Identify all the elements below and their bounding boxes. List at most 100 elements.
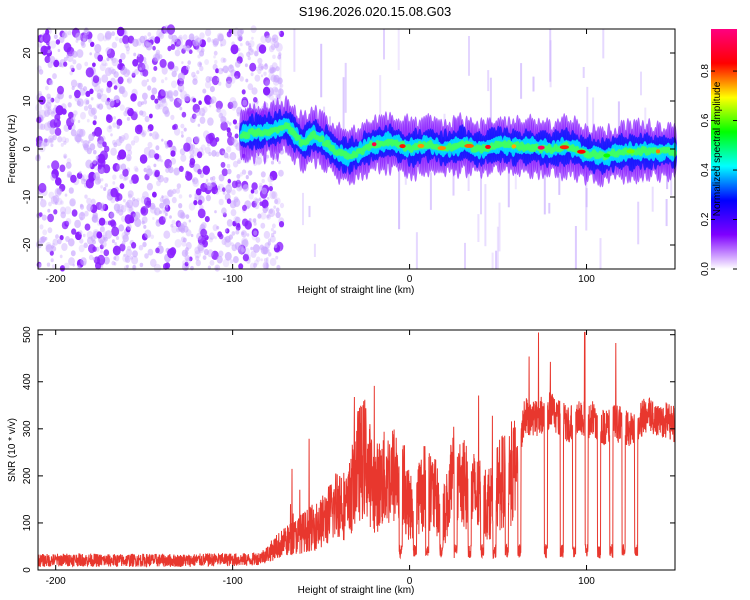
noise-blob: [108, 98, 115, 107]
noise-blob: [96, 105, 100, 109]
noise-blob: [43, 141, 48, 147]
noise-blob: [125, 226, 131, 233]
noise-blob: [77, 119, 81, 124]
noise-blob: [61, 221, 69, 230]
ridge-hotspot: [417, 143, 425, 148]
noise-blob: [149, 202, 156, 210]
noise-blob: [275, 255, 279, 260]
noise-blob: [145, 200, 152, 208]
noise-blob: [118, 209, 124, 216]
noise-blob: [203, 248, 209, 256]
noise-blob: [74, 219, 81, 229]
noise-blob: [76, 49, 84, 58]
noise-blob: [231, 231, 236, 236]
noise-blob: [148, 149, 156, 159]
spectral-streak: [651, 186, 654, 212]
noise-blob: [168, 166, 172, 171]
noise-blob: [124, 255, 131, 263]
noise-blob: [204, 94, 211, 104]
spectral-streak: [489, 77, 492, 140]
noise-blob: [83, 38, 87, 43]
noise-blob: [238, 186, 242, 191]
noise-blob: [116, 163, 122, 172]
noise-blob: [117, 63, 123, 70]
noise-blob: [172, 188, 177, 194]
noise-blob: [191, 71, 196, 78]
noise-blob: [163, 177, 169, 184]
spectral-streak: [637, 201, 640, 245]
spectral-streak: [585, 171, 588, 231]
noise-blob: [94, 84, 101, 92]
spectral-streak: [549, 29, 552, 82]
noise-blob: [234, 216, 241, 224]
noise-blob: [125, 143, 132, 152]
noise-blob: [153, 263, 161, 273]
noise-blob: [69, 70, 73, 76]
spectral-streak: [477, 214, 480, 242]
noise-blob: [241, 218, 249, 227]
noise-blob: [143, 224, 147, 229]
noise-blob: [195, 259, 201, 267]
noise-blob: [273, 205, 277, 209]
spectrogram-y-label: Frequency (Hz): [7, 115, 18, 184]
noise-blob: [155, 247, 160, 254]
noise-blob: [53, 59, 60, 68]
noise-blob: [119, 183, 125, 190]
noise-blob: [270, 160, 275, 165]
noise-blob: [37, 140, 44, 147]
y-tick-label: 10: [22, 95, 33, 107]
noise-blob: [68, 257, 75, 266]
noise-blob: [170, 114, 175, 121]
noise-blob: [260, 212, 267, 220]
noise-blob: [96, 103, 100, 109]
noise-blob: [150, 94, 156, 101]
noise-blob: [139, 262, 144, 268]
noise-blob: [51, 245, 54, 249]
noise-blob: [128, 206, 133, 212]
noise-blob: [245, 40, 250, 46]
noise-blob: [99, 226, 105, 233]
noise-blob: [147, 248, 154, 256]
noise-blob: [104, 145, 110, 153]
noise-blob: [87, 236, 94, 245]
noise-blob: [90, 97, 94, 101]
noise-blob: [118, 136, 122, 140]
noise-blob: [38, 123, 44, 130]
noise-blob: [154, 207, 161, 216]
noise-blob: [97, 140, 104, 149]
noise-blob: [152, 45, 156, 51]
noise-blob: [218, 81, 222, 86]
noise-blob: [63, 262, 70, 270]
noise-blob: [188, 219, 191, 223]
noise-blob: [119, 174, 124, 180]
noise-blob: [158, 241, 162, 246]
noise-blob: [164, 77, 168, 81]
x-tick-label: 100: [578, 274, 595, 285]
noise-blob: [263, 77, 270, 86]
noise-blob: [196, 151, 203, 159]
noise-blob: [152, 53, 160, 62]
noise-blob: [275, 66, 280, 72]
noise-blob: [103, 187, 107, 191]
noise-blob: [247, 56, 251, 61]
noise-blob: [86, 118, 90, 123]
noise-blob: [202, 255, 207, 260]
noise-blob: [70, 129, 77, 137]
noise-blob: [271, 67, 276, 73]
noise-blob: [60, 206, 66, 215]
noise-blob: [274, 197, 281, 205]
spectral-streak: [464, 242, 466, 269]
noise-blob: [231, 244, 238, 252]
noise-blob: [275, 211, 281, 219]
noise-blob: [40, 199, 47, 208]
noise-blob: [179, 211, 186, 220]
noise-blob: [196, 70, 200, 75]
noise-blob: [191, 144, 196, 150]
noise-blob: [88, 254, 94, 261]
noise-blob: [144, 229, 152, 239]
noise-blob: [226, 146, 232, 153]
noise-blob: [269, 257, 277, 267]
noise-blob: [221, 68, 224, 72]
noise-blob: [226, 74, 234, 83]
noise-blob: [164, 109, 171, 117]
